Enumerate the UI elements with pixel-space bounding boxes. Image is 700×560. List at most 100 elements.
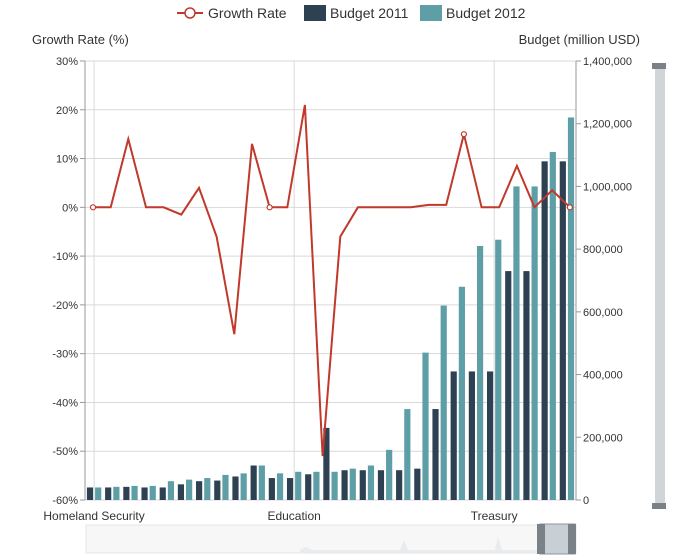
bar-budget-2012[interactable] xyxy=(149,485,156,500)
bar-budget-2011[interactable] xyxy=(432,409,439,500)
bar-budget-2011[interactable] xyxy=(523,271,530,500)
bar-budget-2012[interactable] xyxy=(95,487,102,500)
left-tick-label: -40% xyxy=(52,397,78,409)
bar-budget-2012[interactable] xyxy=(113,486,120,500)
legend-label-budget-2011: Budget 2011 xyxy=(330,5,409,21)
bar-budget-2011[interactable] xyxy=(450,371,457,500)
right-axis-title: Budget (million USD) xyxy=(519,32,640,47)
legend-item-growth-rate[interactable]: Growth Rate xyxy=(177,5,287,21)
bar-budget-2011[interactable] xyxy=(268,478,275,500)
left-tick-label: 10% xyxy=(56,154,78,166)
legend-label-budget-2012: Budget 2012 xyxy=(446,5,526,21)
bar-budget-2011[interactable] xyxy=(214,480,221,500)
growth-rate-point[interactable] xyxy=(566,204,573,211)
bar-budget-2011[interactable] xyxy=(505,271,512,500)
left-tick-label: -10% xyxy=(52,251,78,263)
right-tick-label: 400,000 xyxy=(583,370,623,382)
bar-budget-2012[interactable] xyxy=(567,117,575,500)
bar-budget-2012[interactable] xyxy=(440,305,447,500)
gridlines xyxy=(84,60,577,501)
growth-rate-line[interactable] xyxy=(93,104,571,457)
bar-budget-2011[interactable] xyxy=(486,371,494,500)
category-labels: Homeland Security Education Treasury xyxy=(43,509,517,523)
bar-budget-2012[interactable] xyxy=(349,468,356,500)
bar-budget-2011[interactable] xyxy=(141,487,148,500)
bar-budget-2012[interactable] xyxy=(276,473,284,500)
bar-budget-2011[interactable] xyxy=(341,470,348,500)
bar-budget-2011[interactable] xyxy=(159,487,166,500)
category-label: Education xyxy=(267,509,320,523)
right-tick-label: 1,400,000 xyxy=(583,56,632,68)
category-label: Treasury xyxy=(471,509,518,523)
legend-item-budget-2011[interactable]: Budget 2011 xyxy=(304,5,409,21)
left-tick-label: -50% xyxy=(52,446,78,458)
right-tick-label: 0 xyxy=(583,495,589,507)
bar-budget-2011[interactable] xyxy=(232,476,239,500)
navigator[interactable] xyxy=(85,523,577,555)
bar-budget-2011[interactable] xyxy=(105,487,112,500)
bar-budget-2012[interactable] xyxy=(131,485,138,500)
left-tick-label: 0% xyxy=(62,202,78,214)
scrollbar-thumb[interactable] xyxy=(655,69,665,503)
left-tick-label: -30% xyxy=(52,349,78,361)
legend-item-budget-2012[interactable]: Budget 2012 xyxy=(420,5,526,21)
right-tick-label: 800,000 xyxy=(583,244,623,256)
bar-budget-2012[interactable] xyxy=(167,481,175,500)
growth-rate-point[interactable] xyxy=(89,204,97,211)
bar-budget-2012[interactable] xyxy=(331,471,338,500)
navigator-left-handle[interactable] xyxy=(537,524,545,554)
right-axis-ticks: 1,400,000 1,200,000 1,000,000 800,000 600,00… xyxy=(576,56,632,507)
bar-budget-2012[interactable] xyxy=(549,151,556,500)
bar-budget-2012[interactable] xyxy=(240,473,247,500)
bar-budget-2012[interactable] xyxy=(204,478,211,500)
bar-budget-2012[interactable] xyxy=(422,352,429,500)
bar-budget-2011[interactable] xyxy=(196,481,203,500)
bar-budget-2011[interactable] xyxy=(177,484,185,500)
left-tick-label: -60% xyxy=(52,495,78,507)
right-tick-label: 600,000 xyxy=(583,307,623,319)
left-axis-ticks: 30% 20% 10% 0% -10% -20% -30% -40% -50% -60% xyxy=(52,56,85,507)
bar-budget-2012[interactable] xyxy=(222,474,229,500)
bar-budget-2011[interactable] xyxy=(414,468,421,500)
scrollbar-top-handle[interactable] xyxy=(652,63,666,69)
bar-budget-2012[interactable] xyxy=(476,246,484,500)
bar-budget-2011[interactable] xyxy=(468,371,475,500)
bar-budget-2012[interactable] xyxy=(258,465,265,500)
bar-budget-2012[interactable] xyxy=(367,465,375,500)
growth-rate-point[interactable] xyxy=(460,131,467,138)
bar-budget-2012[interactable] xyxy=(386,449,393,500)
bar-budget-2011[interactable] xyxy=(559,161,566,501)
bar-budget-2012[interactable] xyxy=(313,471,320,500)
left-axis-title: Growth Rate (%) xyxy=(32,32,129,47)
bar-budget-2011[interactable] xyxy=(377,470,385,500)
bar-budget-2011[interactable] xyxy=(323,427,330,500)
bar-budget-2011[interactable] xyxy=(250,465,257,500)
left-tick-label: 20% xyxy=(56,105,78,117)
bar-budget-2011[interactable] xyxy=(541,161,548,501)
bar-budget-2011[interactable] xyxy=(305,474,312,500)
right-tick-label: 1,000,000 xyxy=(583,181,632,193)
bar-budget-2011[interactable] xyxy=(286,478,294,500)
bar-budget-2012[interactable] xyxy=(495,239,502,500)
right-tick-label: 200,000 xyxy=(583,432,623,444)
vertical-scrollbar[interactable] xyxy=(652,63,666,509)
bar-budget-2012[interactable] xyxy=(458,286,465,500)
bar-budget-2011[interactable] xyxy=(86,487,94,500)
bar-budget-2012[interactable] xyxy=(513,186,520,500)
bar-budget-2012[interactable] xyxy=(186,479,193,500)
legend: Growth Rate Budget 2011 Budget 2012 xyxy=(177,5,526,21)
bar-budget-2012[interactable] xyxy=(295,471,302,500)
left-tick-label: -20% xyxy=(52,300,78,312)
bar-budget-2012[interactable] xyxy=(404,409,411,500)
scrollbar-bottom-handle[interactable] xyxy=(652,503,666,509)
growth-rate-series xyxy=(89,104,573,457)
growth-rate-point[interactable] xyxy=(266,204,273,211)
bar-budget-2011[interactable] xyxy=(359,470,366,500)
navigator-right-handle[interactable] xyxy=(568,524,576,554)
bar-budget-2012[interactable] xyxy=(531,186,538,500)
bar-budget-2011[interactable] xyxy=(123,486,130,500)
bar-budget-2011[interactable] xyxy=(396,470,403,500)
right-tick-label: 1,200,000 xyxy=(583,119,632,131)
category-label: Homeland Security xyxy=(43,509,144,523)
